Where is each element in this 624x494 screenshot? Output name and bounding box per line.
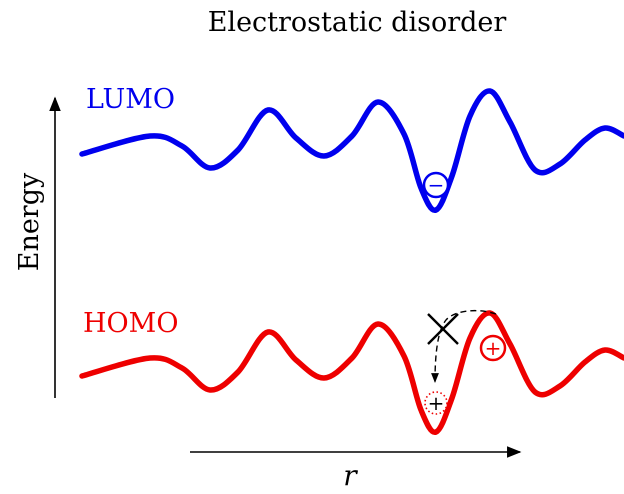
hop-path-dashed-arrow: [431, 309, 497, 383]
energy-axis-label: Energy: [14, 172, 45, 271]
electron-charge: −: [422, 171, 450, 199]
hole-charge: +: [479, 334, 507, 362]
lumo-energy-curve: [79, 88, 624, 213]
r-axis-label: r: [343, 459, 358, 492]
homo-label: HOMO: [83, 308, 178, 339]
svg-text:−: −: [428, 173, 445, 197]
x-cross-icon: [427, 313, 459, 345]
homo-energy-curve: [79, 310, 624, 435]
svg-text:+: +: [485, 336, 502, 360]
diagram-title: Electrostatic disorder: [208, 7, 507, 38]
hole-virtual-charge: +: [424, 391, 448, 415]
lumo-label: LUMO: [86, 84, 175, 115]
svg-text:+: +: [428, 391, 445, 415]
